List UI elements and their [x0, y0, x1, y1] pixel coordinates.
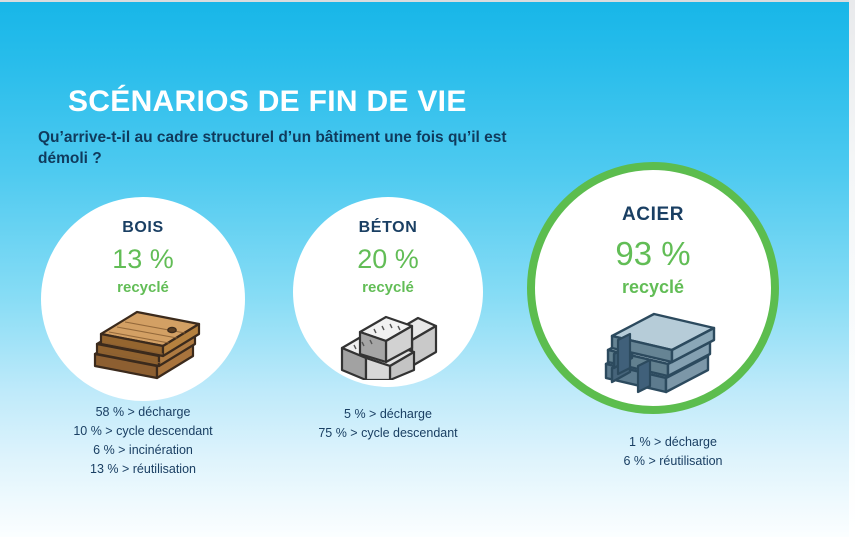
stat-line: 6 % > incinération — [93, 443, 193, 457]
material-name-beton: BÉTON — [358, 219, 418, 236]
stat-line: 10 % > cycle descendant — [73, 424, 213, 438]
stat-line: 1 % > décharge — [629, 435, 717, 449]
material-name-acier: ACIER — [621, 204, 685, 225]
material-percent-beton: 20 % — [357, 244, 419, 274]
stat-line: 13 % > réutilisation — [90, 462, 196, 476]
material-stats-bois: 58 % > décharge 10 % > cycle descendant … — [63, 403, 223, 479]
material-name-bois: BOIS — [122, 219, 164, 236]
concrete-blocks-icon — [332, 304, 444, 380]
material-circle-beton: BÉTON 20 % recyclé — [293, 197, 483, 387]
stat-line: 58 % > décharge — [95, 405, 191, 419]
material-recycled-label-acier: recyclé — [621, 277, 685, 297]
material-recycled-label-beton: recyclé — [362, 279, 414, 296]
material-percent-acier: 93 % — [615, 235, 691, 272]
wood-planks-icon — [83, 304, 203, 382]
material-stats-beton: 5 % > décharge 75 % > cycle descendant — [308, 405, 468, 443]
material-circle-acier: ACIER 93 % recyclé — [527, 162, 779, 414]
material-stats-acier: 1 % > décharge 6 % > réutilisation — [593, 433, 753, 471]
material-circle-bois: BOIS 13 % recyclé — [41, 197, 245, 401]
steel-beams-icon — [590, 306, 716, 398]
stat-line: 6 % > réutilisation — [623, 454, 723, 468]
stat-line: 5 % > décharge — [344, 407, 432, 421]
top-hairline — [0, 0, 855, 2]
right-edge-strip — [849, 0, 855, 537]
material-recycled-label-bois: recyclé — [117, 279, 169, 296]
material-percent-bois: 13 % — [112, 244, 174, 274]
stat-line: 75 % > cycle descendant — [318, 426, 458, 440]
page-subtitle: Qu’arrive-t-il au cadre structurel d’un … — [38, 129, 507, 167]
page-title: SCÉNARIOS DE FIN DE VIE — [68, 85, 467, 118]
